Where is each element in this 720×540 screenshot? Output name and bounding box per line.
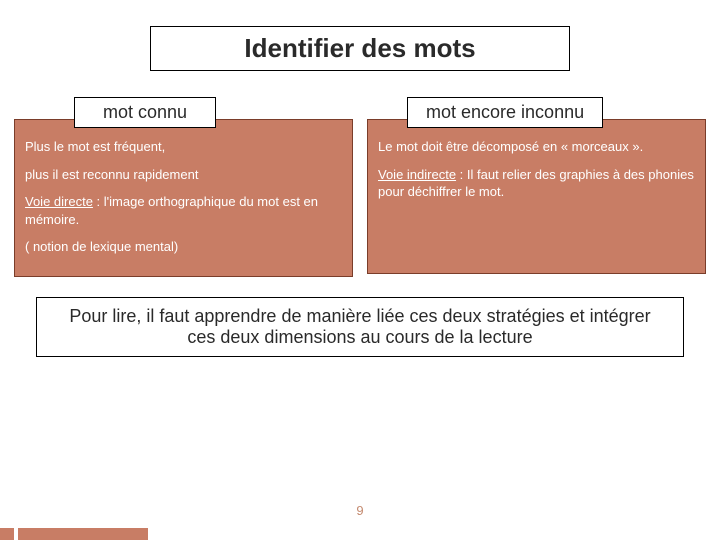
column-left: mot connu Plus le mot est fréquent, plus… <box>14 119 353 277</box>
conclusion-box: Pour lire, il faut apprendre de manière … <box>36 297 684 357</box>
right-voie-label: Voie indirecte <box>378 167 456 182</box>
left-voie-label: Voie directe <box>25 194 93 209</box>
left-line-4: ( notion de lexique mental) <box>25 238 342 256</box>
left-voie: Voie directe : l'image orthographique du… <box>25 193 342 228</box>
left-line-1: Plus le mot est fréquent, <box>25 138 342 156</box>
page-number: 9 <box>356 503 363 518</box>
column-right: mot encore inconnu Le mot doit être déco… <box>367 119 706 277</box>
slide: Identifier des mots mot connu Plus le mo… <box>0 0 720 540</box>
left-panel: Plus le mot est fréquent, plus il est re… <box>14 119 353 277</box>
right-panel: Le mot doit être décomposé en « morceaux… <box>367 119 706 274</box>
left-header: mot connu <box>74 97 216 128</box>
two-column-region: mot connu Plus le mot est fréquent, plus… <box>14 119 706 277</box>
slide-title: Identifier des mots <box>244 33 475 63</box>
accent-bar-2 <box>18 528 148 540</box>
accent-bar-1 <box>0 528 14 540</box>
right-voie: Voie indirecte : Il faut relier des grap… <box>378 166 695 201</box>
conclusion-text: Pour lire, il faut apprendre de manière … <box>69 306 650 347</box>
right-header: mot encore inconnu <box>407 97 603 128</box>
left-line-2: plus il est reconnu rapidement <box>25 166 342 184</box>
right-line-1: Le mot doit être décomposé en « morceaux… <box>378 138 695 156</box>
title-box: Identifier des mots <box>150 26 570 71</box>
